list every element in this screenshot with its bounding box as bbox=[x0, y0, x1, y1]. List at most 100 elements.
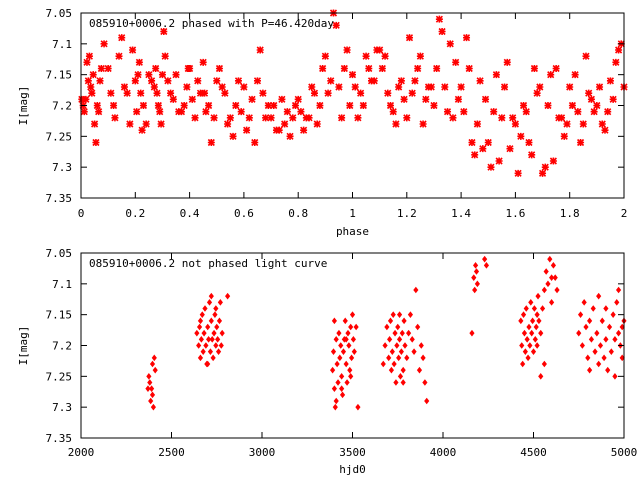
data-point bbox=[340, 348, 347, 355]
data-point bbox=[427, 83, 435, 91]
data-point bbox=[400, 366, 406, 374]
data-point bbox=[462, 34, 471, 42]
data-point bbox=[525, 138, 533, 147]
data-point bbox=[473, 268, 480, 275]
data-point bbox=[579, 342, 585, 349]
data-point bbox=[209, 336, 215, 343]
data-point bbox=[566, 83, 574, 91]
data-point bbox=[291, 101, 300, 110]
data-point bbox=[213, 77, 221, 85]
data-point bbox=[571, 71, 579, 79]
data-point bbox=[150, 403, 156, 411]
data-point bbox=[535, 292, 541, 300]
data-point bbox=[382, 342, 388, 349]
data-point bbox=[587, 317, 593, 325]
data-point bbox=[115, 52, 123, 60]
data-point bbox=[169, 95, 177, 103]
data-point bbox=[330, 366, 336, 374]
data-point bbox=[522, 348, 528, 355]
y-tick-label: 7.25 bbox=[46, 370, 73, 383]
data-point bbox=[615, 286, 622, 294]
data-point bbox=[474, 280, 480, 288]
x-tick-label: 2500 bbox=[158, 446, 185, 459]
data-point bbox=[612, 336, 618, 343]
data-point bbox=[100, 40, 108, 48]
data-point bbox=[593, 101, 601, 110]
data-point bbox=[362, 52, 370, 60]
data-point bbox=[541, 286, 547, 294]
data-point bbox=[538, 169, 547, 177]
data-point bbox=[422, 95, 430, 103]
data-point bbox=[577, 311, 584, 318]
data-point bbox=[160, 27, 168, 36]
x-tick-label: 1.4 bbox=[451, 207, 471, 220]
data-point bbox=[544, 101, 552, 110]
data-point bbox=[156, 108, 164, 116]
data-point bbox=[536, 83, 544, 91]
data-point bbox=[381, 52, 389, 60]
y-tick-label: 7.35 bbox=[46, 192, 73, 205]
data-point bbox=[405, 34, 414, 42]
data-point bbox=[205, 101, 213, 110]
data-point bbox=[411, 348, 417, 355]
data-point bbox=[211, 329, 217, 337]
data-point bbox=[210, 354, 216, 362]
data-point bbox=[194, 77, 202, 85]
data-point bbox=[148, 77, 156, 85]
data-point bbox=[283, 108, 291, 116]
data-point bbox=[389, 348, 395, 355]
data-point bbox=[395, 323, 401, 331]
data-point bbox=[391, 360, 397, 368]
data-point bbox=[590, 108, 598, 116]
data-point bbox=[588, 336, 595, 343]
data-point bbox=[350, 336, 356, 343]
data-point bbox=[560, 132, 568, 140]
data-point bbox=[609, 95, 617, 103]
data-point bbox=[550, 262, 556, 269]
data-point bbox=[519, 101, 528, 110]
data-point bbox=[201, 329, 207, 337]
data-point bbox=[523, 305, 529, 312]
data-point bbox=[215, 336, 221, 343]
data-point bbox=[473, 120, 481, 128]
data-point bbox=[332, 403, 338, 411]
data-point bbox=[281, 120, 289, 128]
data-point bbox=[482, 255, 488, 263]
data-point bbox=[454, 95, 462, 103]
data-point bbox=[88, 89, 96, 97]
x-axis-label: phase bbox=[336, 225, 369, 238]
data-point bbox=[598, 120, 606, 128]
data-point bbox=[232, 101, 240, 110]
data-point bbox=[111, 114, 119, 122]
data-point bbox=[180, 101, 188, 110]
data-point bbox=[145, 385, 151, 392]
data-point bbox=[158, 71, 167, 79]
data-point bbox=[406, 329, 412, 337]
data-point bbox=[147, 379, 153, 386]
data-point bbox=[503, 58, 511, 66]
data-point bbox=[214, 323, 220, 331]
data-point bbox=[216, 317, 223, 325]
data-point bbox=[338, 114, 346, 122]
data-point bbox=[443, 108, 452, 116]
data-point bbox=[152, 366, 158, 374]
data-point bbox=[137, 89, 145, 97]
data-point bbox=[253, 77, 262, 85]
y-tick-label: 7.1 bbox=[52, 278, 72, 291]
data-point bbox=[200, 89, 209, 97]
data-point bbox=[321, 52, 329, 60]
data-point bbox=[590, 305, 596, 312]
data-point bbox=[592, 348, 598, 355]
data-point bbox=[449, 114, 457, 122]
panel-1: 0 0.2 0.4 0.6 0.8 1 1.2 1.4 1.6 1.8 2 7.05 7.1 7.15 7.… bbox=[17, 7, 628, 238]
data-point bbox=[338, 342, 344, 349]
data-point bbox=[221, 89, 229, 97]
data-point bbox=[199, 58, 207, 66]
data-point bbox=[207, 348, 213, 355]
data-point bbox=[530, 317, 536, 325]
data-point bbox=[343, 336, 349, 343]
data-point bbox=[411, 77, 419, 85]
data-point bbox=[286, 132, 294, 140]
x-tick-label: 0 bbox=[78, 207, 85, 220]
data-point bbox=[527, 342, 533, 349]
